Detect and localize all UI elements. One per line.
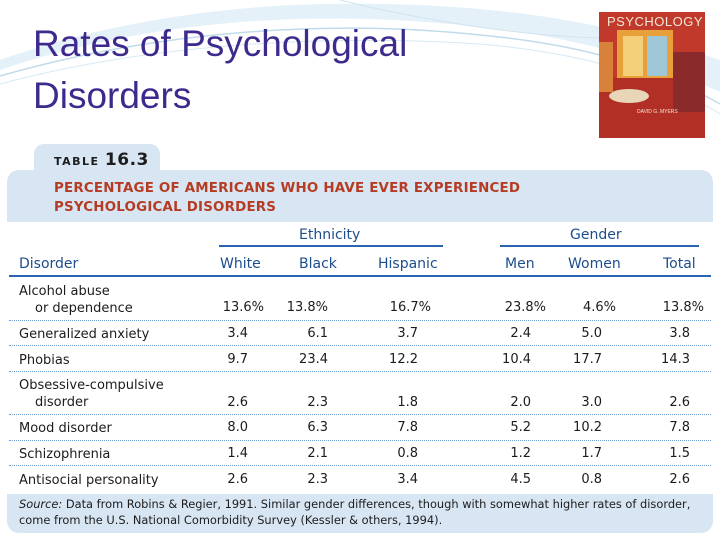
row-separator — [9, 320, 711, 321]
col-disorder: Disorder — [19, 256, 79, 272]
col-black: Black — [299, 256, 337, 272]
cell-ocd-total: 2.6 — [669, 395, 690, 410]
row-anxiety-name: Generalized anxiety — [19, 327, 150, 342]
cell-antisocial-hispanic: 3.4 — [397, 472, 418, 487]
col-hispanic: Hispanic — [378, 256, 438, 272]
group-gender-rule — [500, 245, 699, 247]
cell-mood-black: 6.3 — [307, 420, 328, 435]
cell-phobias-women: 17.7 — [573, 352, 602, 367]
table-label: TABLE 16.3 — [54, 150, 149, 170]
cell-schizophrenia-hispanic: 0.8 — [397, 446, 418, 461]
cell-mood-men: 5.2 — [510, 420, 531, 435]
cell-anxiety-total: 3.8 — [669, 326, 690, 341]
cell-mood-total: 7.8 — [669, 420, 690, 435]
cell-antisocial-men: 4.5 — [510, 472, 531, 487]
cell-ocd-men: 2.0 — [510, 395, 531, 410]
group-ethnicity-rule — [219, 245, 443, 247]
table-body — [7, 222, 713, 494]
book-cover-image: PSYCHOLOGY DAVID G. MYERS — [599, 12, 705, 138]
row-phobias-name: Phobias — [19, 353, 70, 368]
col-men: Men — [505, 256, 535, 272]
cell-mood-women: 10.2 — [573, 420, 602, 435]
col-white: White — [220, 256, 261, 272]
cell-phobias-white: 9.7 — [227, 352, 248, 367]
cell-antisocial-black: 2.3 — [307, 472, 328, 487]
cell-mood-hispanic: 7.8 — [397, 420, 418, 435]
cell-alcohol-black: 13.8% — [286, 300, 328, 315]
table-source-note: Source: Data from Robins & Regier, 1991.… — [19, 497, 691, 527]
cell-schizophrenia-men: 1.2 — [510, 446, 531, 461]
row-separator — [9, 440, 711, 441]
cell-anxiety-women: 5.0 — [581, 326, 602, 341]
cell-antisocial-total: 2.6 — [669, 472, 690, 487]
slide-title: Rates of Psychological Disorders — [33, 23, 408, 116]
group-gender: Gender — [570, 227, 622, 243]
book-cover-painting — [599, 12, 705, 138]
table-number: 16.3 — [104, 150, 149, 170]
cell-phobias-hispanic: 12.2 — [389, 352, 418, 367]
cell-ocd-hispanic: 1.8 — [397, 395, 418, 410]
row-separator — [9, 345, 711, 346]
cell-alcohol-hispanic: 16.7% — [389, 300, 431, 315]
row-antisocial-name: Antisocial personality — [19, 473, 159, 488]
table-heading: PERCENTAGE OF AMERICANS WHO HAVE EVER EX… — [54, 181, 521, 215]
cell-alcohol-men: 23.8% — [504, 300, 546, 315]
cell-phobias-black: 23.4 — [299, 352, 328, 367]
cell-ocd-black: 2.3 — [307, 395, 328, 410]
row-schizophrenia-name: Schizophrenia — [19, 447, 111, 462]
col-women: Women — [568, 256, 621, 272]
cell-anxiety-black: 6.1 — [307, 326, 328, 341]
row-separator — [9, 371, 711, 372]
row-mood-name: Mood disorder — [19, 421, 112, 436]
col-total: Total — [663, 256, 696, 272]
cell-anxiety-men: 2.4 — [510, 326, 531, 341]
book-cover-title: PSYCHOLOGY — [607, 14, 704, 29]
cell-alcohol-white: 13.6% — [222, 300, 264, 315]
cell-antisocial-white: 2.6 — [227, 472, 248, 487]
cell-schizophrenia-black: 2.1 — [307, 446, 328, 461]
row-ocd-name: Obsessive-compulsive disorder — [19, 378, 164, 410]
cell-ocd-white: 2.6 — [227, 395, 248, 410]
cell-schizophrenia-total: 1.5 — [669, 446, 690, 461]
row-separator — [9, 465, 711, 466]
row-alcohol-name: Alcohol abuse or dependence — [19, 284, 133, 316]
group-ethnicity: Ethnicity — [299, 227, 361, 243]
book-cover-author: DAVID G. MYERS — [637, 109, 678, 115]
cell-anxiety-hispanic: 3.7 — [397, 326, 418, 341]
cell-alcohol-women: 4.6% — [582, 300, 616, 315]
cell-phobias-total: 14.3 — [661, 352, 690, 367]
cell-schizophrenia-white: 1.4 — [227, 446, 248, 461]
cell-anxiety-white: 3.4 — [227, 326, 248, 341]
cell-schizophrenia-women: 1.7 — [581, 446, 602, 461]
header-rule — [9, 275, 711, 277]
cell-antisocial-women: 0.8 — [581, 472, 602, 487]
cell-alcohol-total: 13.8% — [662, 300, 704, 315]
cell-ocd-women: 3.0 — [581, 395, 602, 410]
table-tab: TABLE 16.3 — [34, 144, 160, 174]
cell-phobias-men: 10.4 — [502, 352, 531, 367]
cell-mood-white: 8.0 — [227, 420, 248, 435]
row-separator — [9, 414, 711, 415]
